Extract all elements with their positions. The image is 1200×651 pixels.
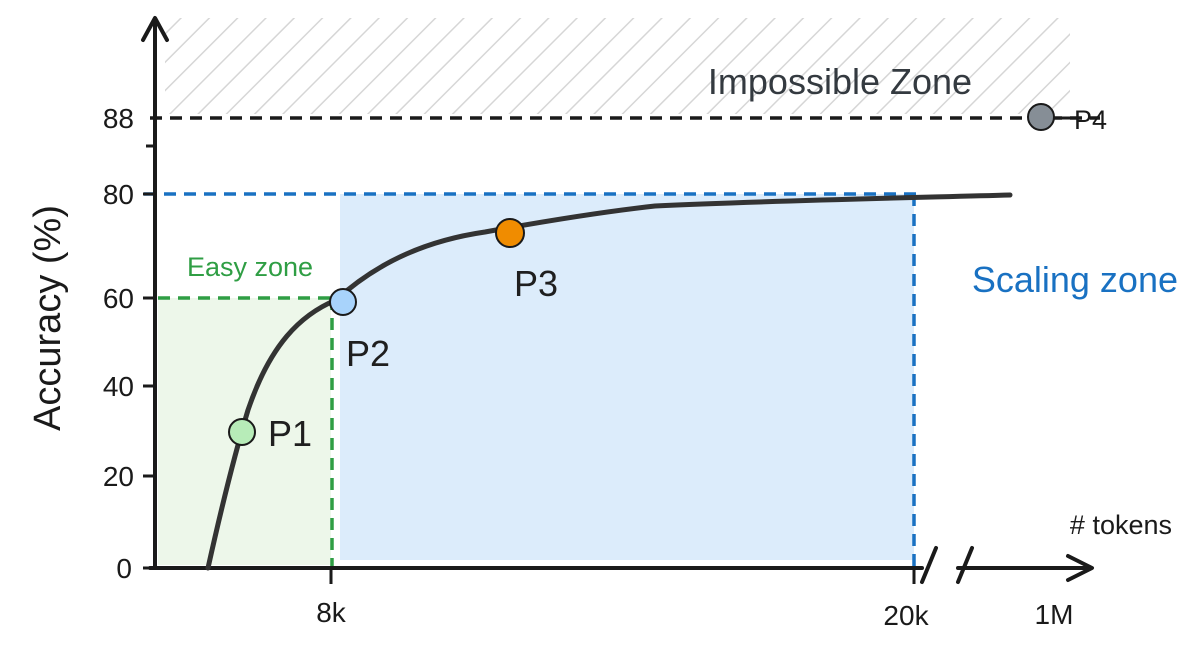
- point-label-p2: P2: [346, 333, 390, 374]
- y-tick-label-20: 20: [103, 461, 134, 492]
- point-p1: [228, 418, 256, 446]
- x-tick-label-8k: 8k: [316, 597, 347, 628]
- x-tick-label-20k: 20k: [883, 600, 929, 631]
- y-axis-arrow: [141, 16, 169, 42]
- point-p4: [1027, 103, 1055, 131]
- scaling-zone-label: Scaling zone: [972, 259, 1178, 300]
- point-p2: [329, 288, 357, 316]
- point-p3: [495, 218, 525, 248]
- axis-break-mark-1: [920, 546, 938, 584]
- x-axis-arrow: [1066, 554, 1094, 582]
- point-label-p4: P4: [1074, 105, 1107, 135]
- x-tick-label-1M: 1M: [1035, 599, 1074, 630]
- impossible-zone-fill: [165, 18, 1070, 114]
- point-label-p3: P3: [514, 263, 558, 304]
- scaling-zone-fill: [340, 194, 914, 560]
- point-label-p1: P1: [268, 413, 312, 454]
- axis-break-mark-2: [956, 546, 974, 584]
- y-tick-label-40: 40: [103, 371, 134, 402]
- accuracy-curve: [205, 192, 1013, 571]
- y-tick-label-0: 0: [116, 553, 132, 584]
- x-axis-title: # tokens: [1070, 510, 1172, 540]
- y-axis-title: Accuracy (%): [27, 205, 69, 431]
- y-tick-label-60: 60: [103, 283, 134, 314]
- y-tick-label-88: 88: [103, 103, 134, 134]
- impossible-zone-label: Impossible Zone: [708, 61, 972, 102]
- easy-zone-label: Easy zone: [187, 252, 313, 282]
- y-tick-label-80: 80: [103, 179, 134, 210]
